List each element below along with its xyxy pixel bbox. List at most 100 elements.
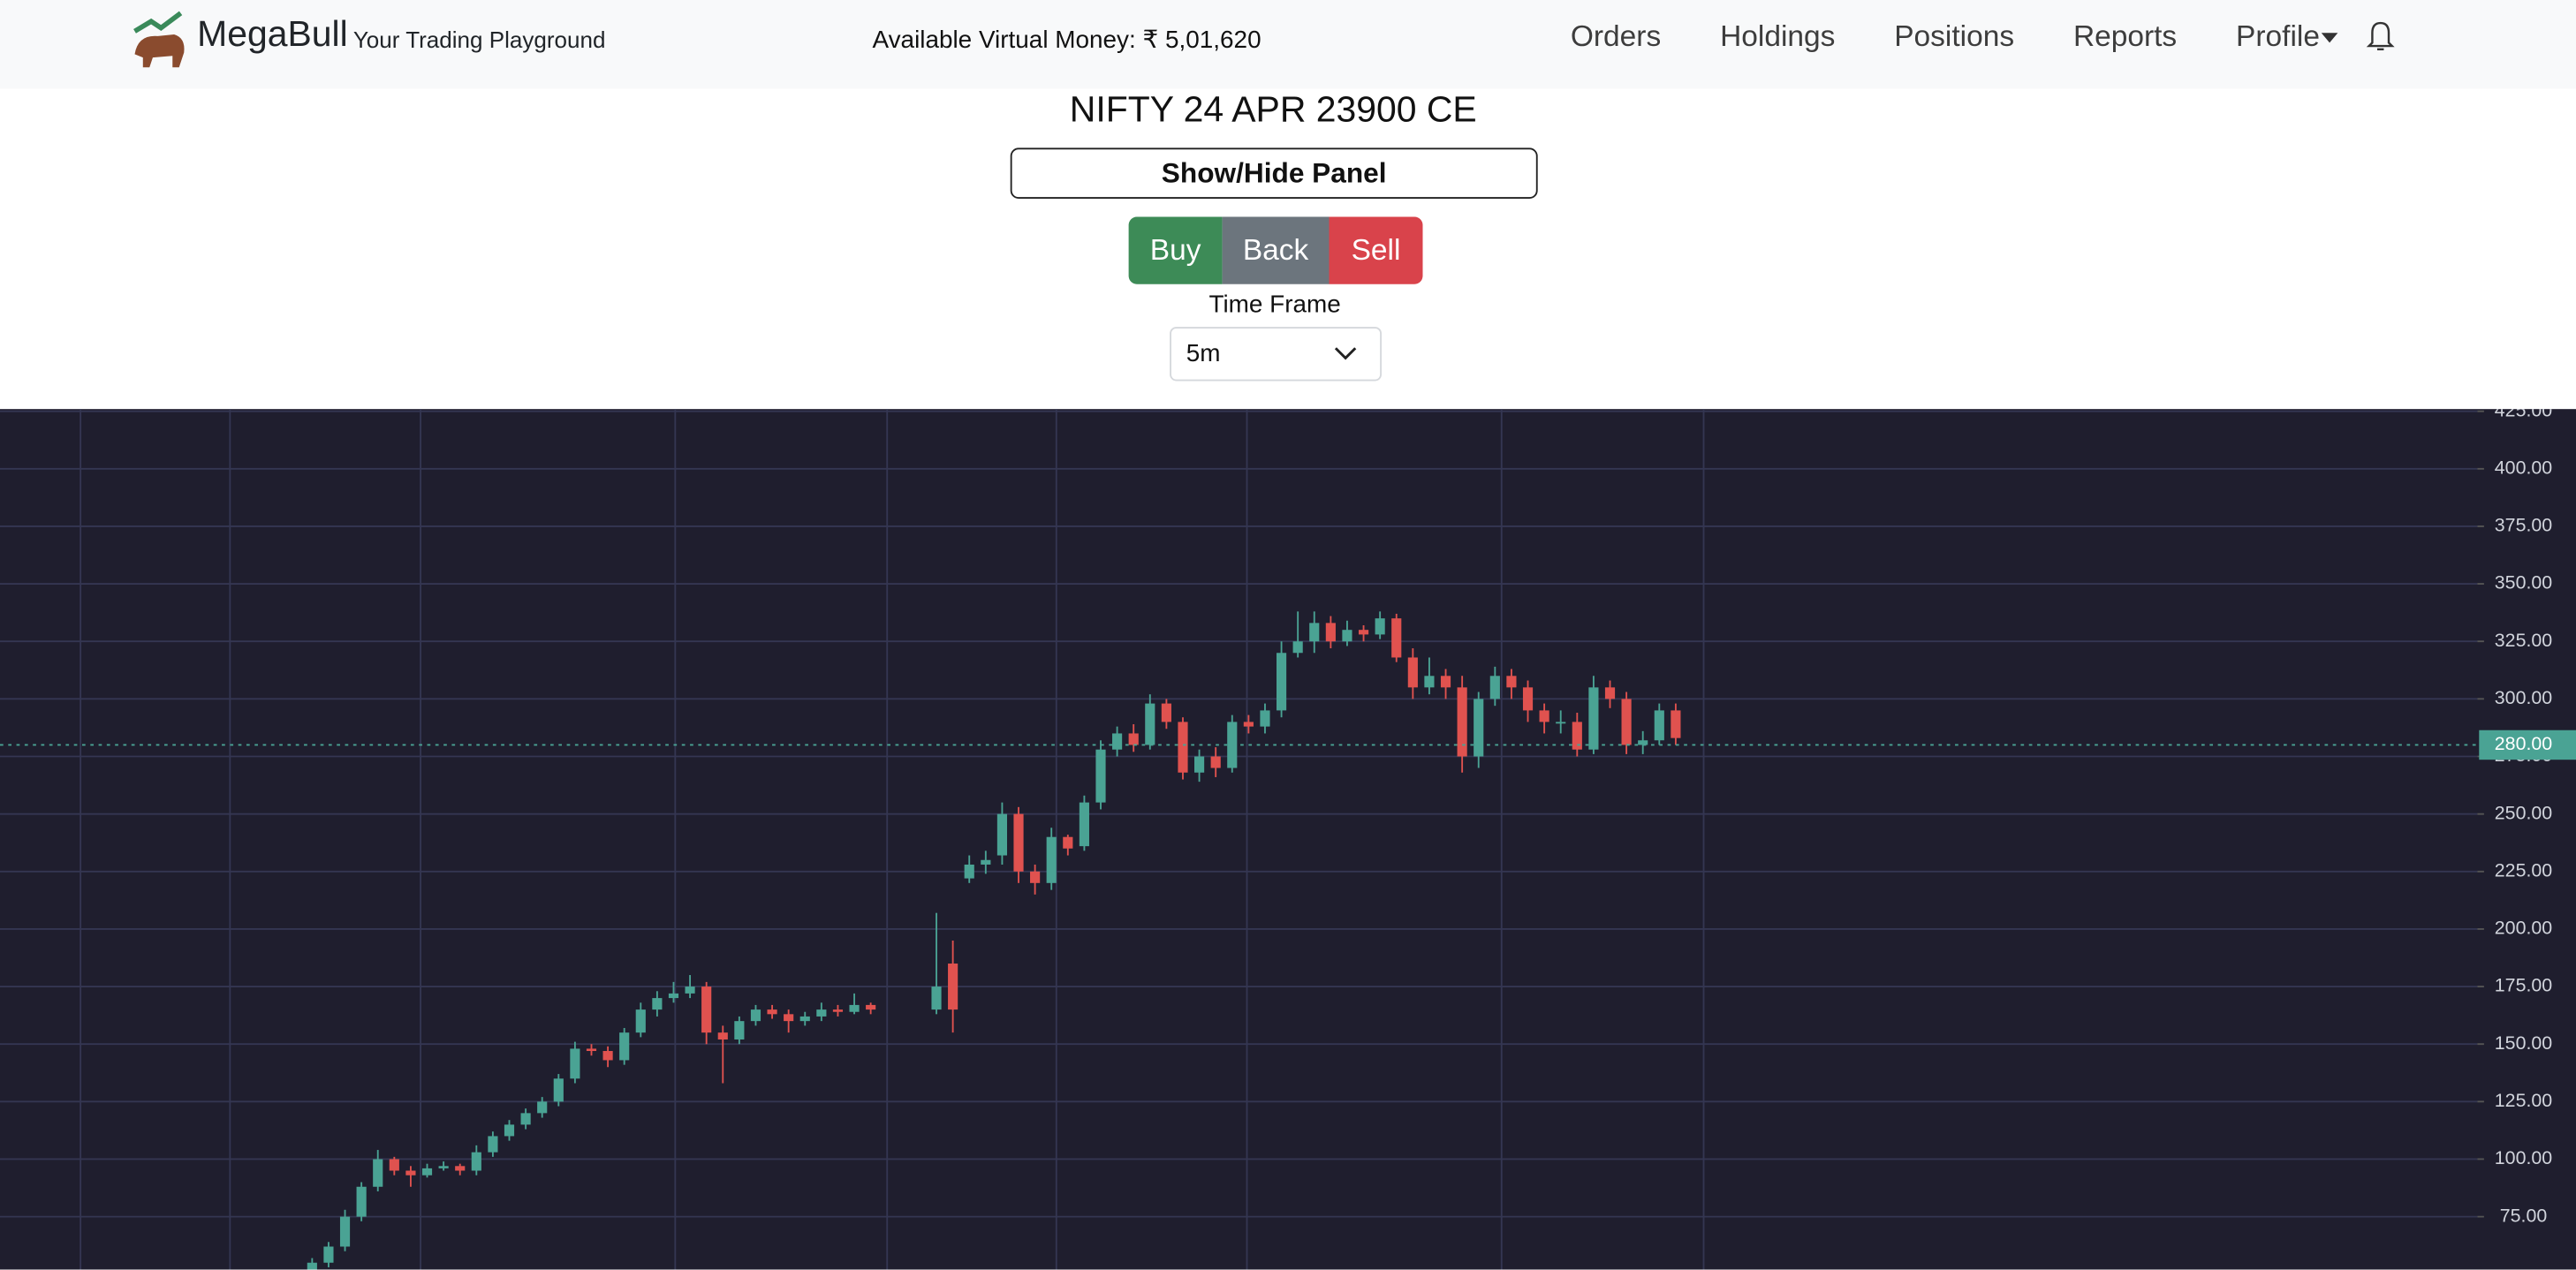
price-chart: 75.00 100.00 125.00 150.00 175.00 200.00 225.0… [0, 409, 2576, 1270]
candle-body [504, 1124, 515, 1137]
candle-body [1079, 802, 1089, 847]
candle-body [750, 1009, 761, 1022]
y-tick-label: 350.00 [2495, 572, 2552, 593]
candle-body [471, 1152, 481, 1171]
dropdown-caret[interactable] [2321, 31, 2341, 44]
candle-body [1522, 687, 1534, 711]
candle-body [1621, 699, 1632, 745]
y-tick-label: 400.00 [2495, 457, 2552, 478]
candle-body [405, 1170, 416, 1176]
candle-body [1292, 641, 1303, 654]
candle-body [1391, 618, 1402, 658]
candle-body [1046, 836, 1057, 883]
candle-body [652, 998, 663, 1010]
candle-body [1358, 630, 1369, 635]
brand[interactable]: MegaBull [197, 12, 348, 55]
candle-body [537, 1101, 548, 1114]
candle-body [799, 1016, 810, 1022]
candle-body [1424, 676, 1435, 688]
candle-body [1309, 623, 1320, 642]
candle-body [1194, 756, 1205, 773]
candle-body [1128, 733, 1139, 745]
candle-body [455, 1166, 466, 1171]
candle-body [1243, 722, 1254, 727]
candle-body [1506, 676, 1517, 688]
candle-body [1145, 703, 1155, 745]
candle-body [586, 1048, 597, 1052]
nav-link[interactable]: Profile [2236, 19, 2320, 53]
candle-body [832, 1009, 844, 1012]
candle-body [1654, 710, 1664, 741]
nav-link[interactable]: Holdings [1720, 19, 1836, 53]
y-tick-label: 425.00 [2495, 409, 2552, 420]
candle-body [1407, 657, 1418, 688]
candle-body [996, 813, 1007, 856]
candle-body [1342, 630, 1352, 642]
y-tick-label: 100.00 [2495, 1147, 2552, 1168]
candle-body [717, 1032, 728, 1039]
candle-body [1474, 699, 1484, 757]
candle-body [1095, 749, 1106, 803]
buy-button[interactable]: Buy [1128, 216, 1223, 284]
logo[interactable] [128, 8, 191, 71]
candle-body [323, 1246, 334, 1263]
candle-body [1539, 710, 1549, 722]
candle-body [1161, 703, 1171, 722]
candle-body [1260, 710, 1270, 727]
y-tick-label: 75.00 [2500, 1205, 2548, 1226]
candle-body [1375, 618, 1385, 635]
toggle-panel-button[interactable]: Show/Hide Panel [1010, 147, 1538, 200]
candle-body [767, 1009, 777, 1015]
candle-body [373, 1159, 383, 1187]
last-price-tag [2479, 729, 2576, 760]
timeframe-label: Time Frame [1208, 291, 1341, 319]
chart-background [0, 409, 2576, 1270]
y-tick-label: 375.00 [2495, 515, 2552, 536]
y-tick-label: 175.00 [2495, 975, 2552, 996]
candle-body [931, 987, 942, 1010]
y-tick-label: 200.00 [2495, 918, 2552, 939]
candle-body [1556, 722, 1566, 724]
candle-body [1572, 722, 1582, 750]
candle-body [553, 1078, 564, 1102]
nav-link[interactable]: Orders [1570, 19, 1662, 53]
candle-body [635, 1009, 646, 1033]
candle-body [1112, 733, 1123, 750]
candle-body [668, 993, 679, 999]
candle-body [866, 1004, 876, 1010]
candle-body [685, 987, 695, 994]
candle-body [307, 1262, 317, 1270]
candle-body [981, 859, 991, 865]
candle-body [1604, 687, 1616, 699]
candle-body [1063, 836, 1073, 849]
candle-body [1489, 676, 1500, 699]
candle-body [1210, 756, 1221, 768]
bell-icon[interactable] [2366, 19, 2395, 52]
nav-link[interactable]: Reports [2072, 19, 2178, 53]
candle-body [964, 864, 974, 879]
y-tick-label: 250.00 [2495, 802, 2552, 823]
candle-body [1671, 710, 1681, 738]
candle-body [734, 1021, 745, 1039]
select-chevron [1334, 347, 1357, 360]
candle-body [1638, 740, 1648, 745]
tagline: Your Trading Playground [352, 26, 606, 53]
back-button[interactable]: Back [1222, 216, 1330, 284]
candle-body [1588, 687, 1599, 750]
candle-body [1440, 676, 1451, 688]
candle-body [1178, 722, 1188, 773]
candle-body [602, 1051, 613, 1061]
candle-body [784, 1014, 794, 1022]
timeframe-select[interactable]: 5m [1170, 327, 1383, 382]
candle-body [1276, 653, 1287, 711]
candle-body [421, 1168, 433, 1176]
candle-body [1325, 623, 1336, 642]
candle-body [1030, 871, 1041, 883]
navbar: MegaBull Your Trading Playground Availab… [0, 0, 2576, 89]
candle-body [356, 1186, 367, 1217]
candle-body [948, 964, 958, 1010]
sell-button[interactable]: Sell [1329, 216, 1423, 284]
nav-link[interactable]: Positions [1894, 19, 2015, 53]
candle-body [389, 1159, 399, 1171]
